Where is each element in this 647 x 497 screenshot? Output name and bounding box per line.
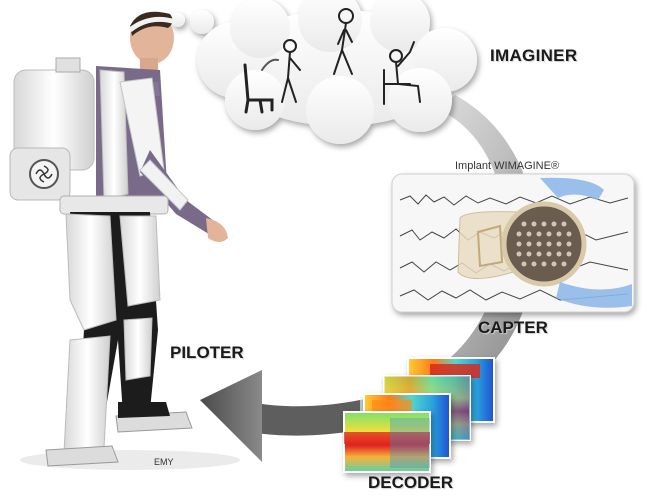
exo-foot-left [45, 445, 119, 467]
exo-shin-left [63, 335, 111, 453]
implant-electrode-array [501, 201, 587, 287]
exo-thigh-left [65, 213, 117, 331]
exo-shin-right [123, 317, 153, 381]
exoskeleton-person [9, 11, 240, 470]
seated-reaching-figure [383, 41, 421, 105]
heatmap-1 [343, 411, 431, 473]
decoder-heatmaps [343, 357, 495, 473]
exo-thigh-right [119, 215, 161, 307]
label-piloter: PILOTER [170, 343, 244, 362]
eeg-panel [391, 173, 635, 313]
electrode-grid [516, 221, 572, 267]
process-arrow [200, 95, 536, 462]
label-implant: Implant WIMAGINE® [455, 160, 560, 172]
label-imaginer: IMAGINER [490, 46, 578, 65]
glove-upper [540, 177, 604, 200]
glove-lower [556, 282, 632, 308]
label-emy: EMY [154, 457, 174, 467]
label-capter: CAPTER [478, 318, 548, 337]
arrow-head [200, 370, 262, 462]
chair-icon [243, 63, 274, 114]
thought-cloud [171, 0, 477, 144]
chair-stand-figure [243, 39, 301, 114]
label-decoder: DECODER [368, 473, 454, 492]
hand [206, 218, 228, 242]
walking-figure [333, 8, 354, 75]
headset [128, 16, 177, 33]
